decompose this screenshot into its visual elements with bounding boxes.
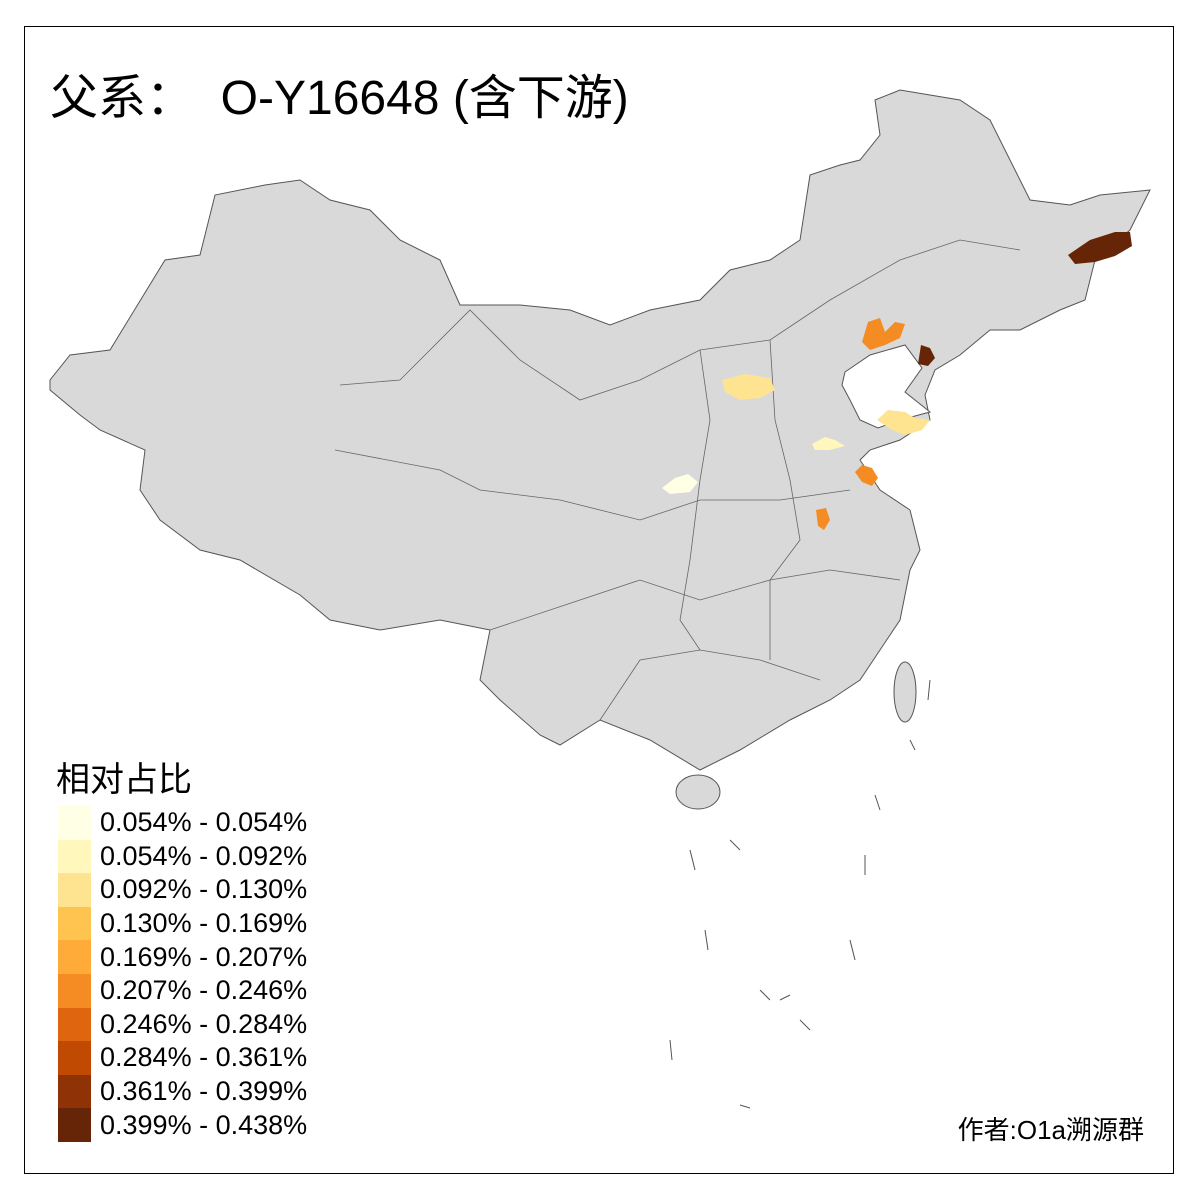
author-credit: 作者:O1a溯源群 xyxy=(957,1115,1144,1145)
region-jiangsu-north xyxy=(855,465,878,486)
region-liaoning xyxy=(862,318,905,350)
legend-label: 0.169% - 0.207% xyxy=(100,941,308,972)
island-mark xyxy=(739,1104,751,1109)
legend-swatch xyxy=(58,806,91,840)
legend-label: 0.054% - 0.092% xyxy=(100,840,308,871)
legend-label: 0.361% - 0.399% xyxy=(100,1076,308,1107)
south-sea-islands xyxy=(669,679,931,1109)
legend-swatch xyxy=(58,839,91,874)
island-mark xyxy=(779,994,791,1001)
island-mark xyxy=(927,679,931,701)
legend: 0.054% - 0.054% 0.054% - 0.092% 0.092% -… xyxy=(58,806,307,1142)
legend-item: 0.207% - 0.246% xyxy=(58,973,308,1008)
region-shandong-west xyxy=(812,437,845,450)
province-borders xyxy=(339,239,1021,401)
legend-swatch xyxy=(58,873,91,907)
legend-item: 0.092% - 0.130% xyxy=(58,873,307,907)
province-borders xyxy=(334,449,851,521)
map-frame xyxy=(24,26,1174,1174)
legend-swatch xyxy=(58,1041,91,1075)
legend-title: 相对占比 xyxy=(56,760,192,800)
region-anhui xyxy=(816,508,830,530)
legend-label: 0.399% - 0.438% xyxy=(100,1109,308,1140)
legend-swatch xyxy=(58,973,91,1008)
legend-label: 0.207% - 0.246% xyxy=(100,975,308,1006)
mainland-region xyxy=(49,89,1151,771)
legend-label: 0.130% - 0.169% xyxy=(100,908,308,939)
island-mark xyxy=(849,939,856,961)
legend-item: 0.054% - 0.054% xyxy=(58,806,307,840)
taiwan-region xyxy=(893,661,917,723)
legend-swatch xyxy=(58,940,91,974)
island-mark xyxy=(704,929,709,951)
legend-item: 0.399% - 0.438% xyxy=(58,1108,307,1142)
province-borders xyxy=(679,349,711,651)
island-mark xyxy=(909,739,916,751)
region-shaanxi xyxy=(662,474,698,494)
map-title: 父系： O-Y16648 (含下游) xyxy=(50,72,629,125)
island-mark xyxy=(874,794,881,811)
region-dalian xyxy=(918,345,935,366)
legend-item: 0.169% - 0.207% xyxy=(58,940,307,974)
legend-item: 0.130% - 0.169% xyxy=(58,906,308,941)
legend-label: 0.284% - 0.361% xyxy=(100,1042,308,1073)
island-mark xyxy=(759,989,771,1001)
region-heilongjiang-se xyxy=(1068,232,1132,264)
bohai-sea xyxy=(841,344,932,429)
legend-label: 0.054% - 0.054% xyxy=(100,807,308,838)
legend-item: 0.284% - 0.361% xyxy=(58,1041,307,1075)
legend-item: 0.246% - 0.284% xyxy=(58,1007,308,1042)
region-shanxi-north xyxy=(722,374,775,400)
legend-label: 0.246% - 0.284% xyxy=(100,1008,308,1039)
region-shandong-east xyxy=(877,410,930,435)
legend-item: 0.054% - 0.092% xyxy=(58,839,308,874)
legend-swatch xyxy=(58,1074,91,1109)
island-mark xyxy=(799,1019,811,1031)
hainan-region xyxy=(675,774,721,810)
legend-swatch xyxy=(58,1108,91,1142)
island-mark xyxy=(689,849,696,871)
legend-swatch xyxy=(58,1007,91,1042)
island-mark xyxy=(669,1039,673,1061)
legend-item: 0.361% - 0.399% xyxy=(58,1074,308,1109)
legend-label: 0.092% - 0.130% xyxy=(100,874,308,905)
legend-swatch xyxy=(58,906,91,941)
province-borders xyxy=(769,339,801,660)
island-mark xyxy=(729,839,741,851)
province-borders xyxy=(489,569,901,631)
